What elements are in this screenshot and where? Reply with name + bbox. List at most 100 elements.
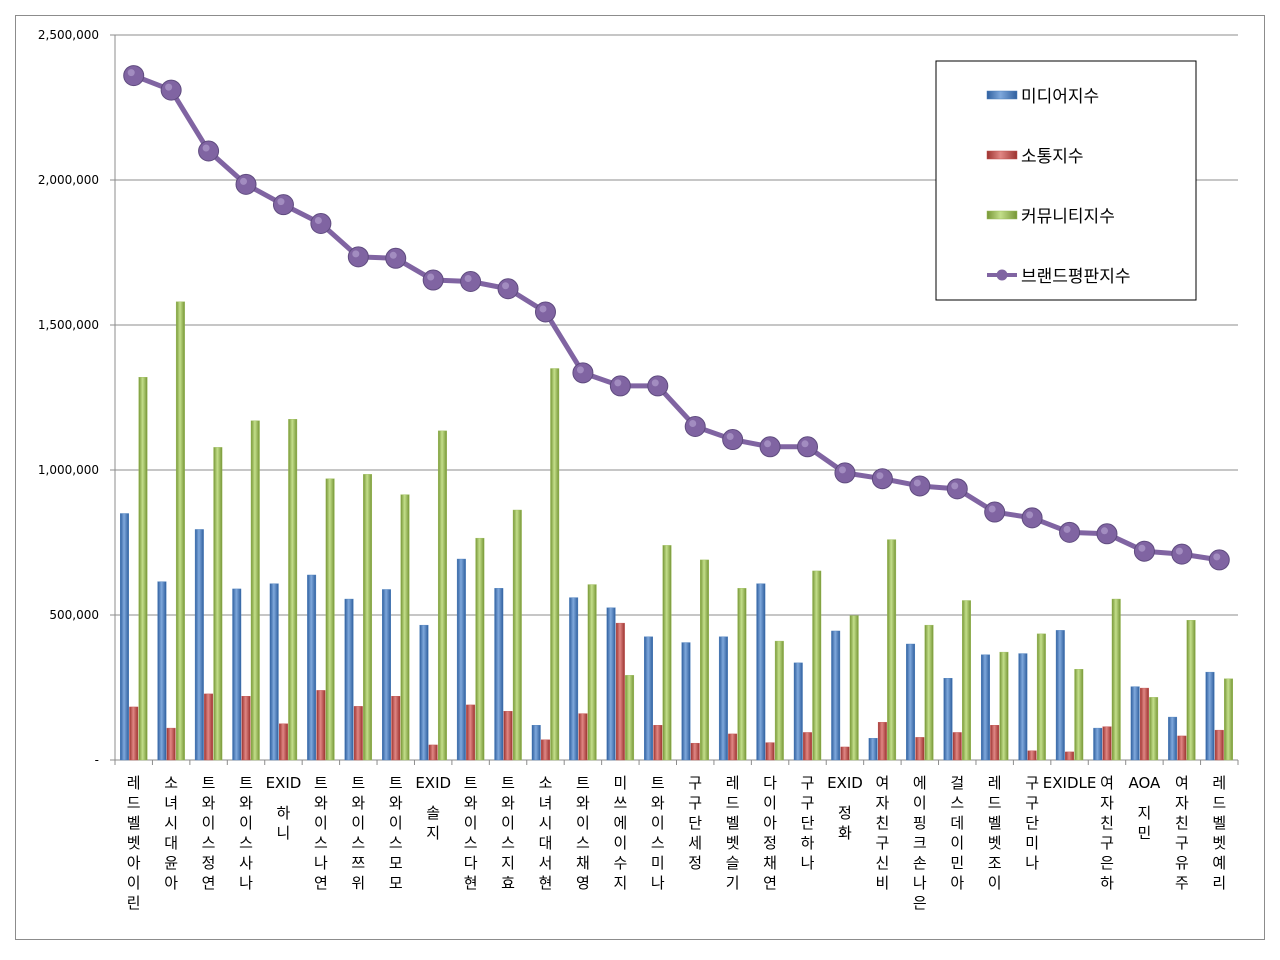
brand-index-point: [871, 468, 893, 490]
bar-communication: [353, 706, 363, 761]
point-highlight: [277, 198, 285, 206]
legend-brand-index-swatch-marker: [996, 269, 1008, 281]
bar-media: [269, 583, 279, 761]
brand-index-point: [422, 269, 444, 291]
bar-communication: [765, 742, 775, 761]
bar-community: [213, 447, 223, 761]
y-tick-label: 2,000,000: [38, 173, 99, 187]
bar-communication: [204, 693, 214, 761]
bar-community: [512, 509, 522, 761]
point-highlight: [1138, 544, 1146, 552]
bar-communication: [1102, 726, 1112, 761]
bar-community: [662, 545, 672, 761]
point-highlight: [614, 379, 622, 387]
point-highlight: [165, 83, 173, 91]
bar-media: [569, 597, 579, 761]
bar-community: [812, 570, 822, 761]
bar-community: [887, 539, 897, 761]
brand-index-point: [984, 501, 1006, 523]
point-highlight: [764, 440, 772, 448]
bar-community: [1036, 633, 1046, 761]
bar-media: [194, 529, 204, 761]
bar-communication: [915, 737, 925, 761]
brand-index-point: [609, 375, 631, 397]
bar-communication: [541, 739, 550, 761]
x-category-label: EXID 솔 지: [415, 774, 451, 842]
point-highlight: [838, 466, 846, 474]
brand-index-point: [460, 271, 482, 292]
bar-communication: [1214, 729, 1224, 761]
bar-communication: [952, 732, 962, 761]
bar-community: [849, 615, 859, 761]
bar-community: [587, 584, 597, 761]
bar-communication: [840, 746, 850, 761]
bar-community: [1074, 669, 1084, 761]
bar-community: [400, 494, 410, 761]
bar-communication: [877, 722, 887, 761]
point-highlight: [427, 273, 435, 281]
bar-communication: [428, 744, 438, 761]
legend-community-swatch: [986, 210, 1018, 220]
bar-media: [756, 583, 766, 761]
bar-communication: [615, 622, 625, 761]
brand-index-point: [310, 213, 332, 234]
point-highlight: [389, 251, 397, 259]
bar-media: [1130, 686, 1140, 761]
bar-community: [625, 675, 635, 761]
point-highlight: [539, 305, 547, 313]
bar-media: [157, 581, 167, 761]
bar-communication: [990, 725, 1000, 761]
bar-media: [344, 598, 354, 761]
bar-communication: [1027, 750, 1037, 761]
point-highlight: [314, 217, 322, 224]
legend-brand-index-label: 브랜드평판지수: [1021, 267, 1130, 287]
bar-community: [999, 651, 1009, 761]
bar-communication: [803, 732, 812, 761]
bar-media: [644, 636, 653, 761]
bar-community: [550, 368, 560, 761]
y-tick-label: 1,000,000: [38, 463, 99, 477]
point-highlight: [127, 69, 135, 77]
bar-media: [232, 588, 242, 761]
bar-communication: [466, 704, 476, 761]
bar-media: [1018, 653, 1028, 761]
legend-media-label: 미디어지수: [1021, 87, 1099, 107]
brand-index-point: [684, 416, 706, 437]
bar-media: [382, 589, 391, 761]
brand-index-point: [1021, 507, 1043, 529]
brand-index-point: [160, 79, 182, 101]
point-highlight: [951, 482, 959, 490]
bar-communication: [241, 696, 251, 761]
bar-community: [1224, 678, 1233, 761]
point-highlight: [726, 433, 734, 441]
bar-community: [1186, 620, 1196, 761]
bar-communication: [1177, 735, 1187, 761]
bar-community: [250, 420, 260, 761]
legend-box: [935, 60, 1197, 301]
y-tick-label: 1,500,000: [38, 318, 99, 332]
bar-media: [906, 643, 916, 761]
bar-media: [868, 738, 878, 761]
bar-media: [1055, 630, 1065, 761]
brand-index-point: [497, 278, 519, 300]
y-tick-label: -: [95, 753, 99, 767]
bar-community: [700, 559, 709, 761]
bar-media: [1093, 727, 1103, 761]
point-highlight: [801, 440, 809, 448]
bar-community: [737, 588, 747, 761]
brand-index-point: [235, 173, 257, 195]
bar-communication: [503, 711, 513, 761]
legend-community-label: 커뮤니티지수: [1021, 207, 1115, 227]
